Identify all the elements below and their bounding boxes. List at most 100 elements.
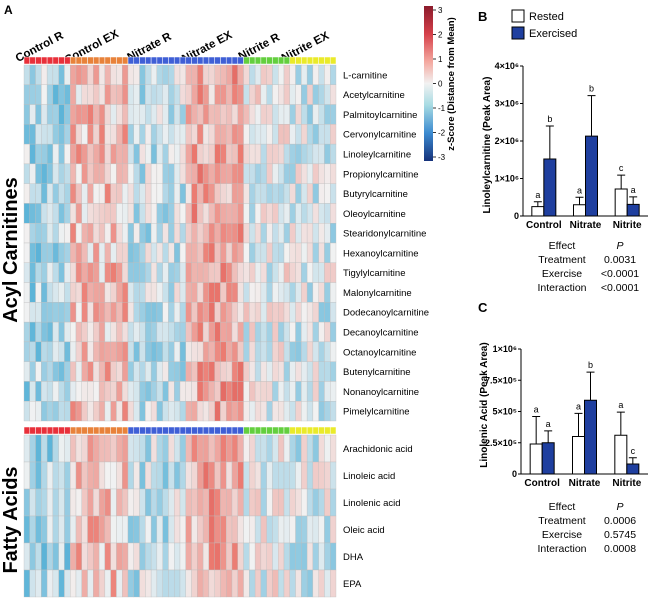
acyl-cell bbox=[179, 223, 186, 244]
acyl-cell bbox=[35, 361, 42, 382]
fa-cell bbox=[98, 515, 106, 544]
strip-cell bbox=[249, 426, 256, 435]
acyl-cell bbox=[278, 223, 285, 244]
acyl-cell bbox=[208, 163, 215, 184]
acyl-cell bbox=[98, 84, 106, 105]
fa-cell bbox=[214, 569, 221, 598]
bar-rested bbox=[614, 434, 628, 475]
acyl-cell bbox=[208, 361, 215, 382]
acyl-cell bbox=[260, 223, 267, 244]
chart-b: Linoleylcarnitine (Peak Area) 01×10⁶2×10… bbox=[482, 61, 648, 231]
fa-cell bbox=[295, 488, 302, 517]
fa-cell bbox=[249, 542, 256, 571]
chart-c: Linolenic Acid (Peak Area) 02.5×10⁵5×10⁵… bbox=[479, 342, 648, 489]
acyl-cell bbox=[243, 401, 250, 422]
acyl-cell bbox=[318, 381, 325, 402]
acyl-cell bbox=[220, 84, 227, 105]
acyl-row-label: Butenylcarnitine bbox=[343, 367, 411, 378]
acyl-cell bbox=[243, 341, 250, 362]
fa-cell bbox=[174, 542, 181, 571]
acyl-cell bbox=[81, 361, 88, 382]
strip-cell bbox=[289, 426, 296, 435]
strip-cell bbox=[231, 426, 239, 435]
acyl-cell bbox=[289, 381, 296, 402]
fa-cell bbox=[110, 542, 117, 571]
acyl-cell bbox=[202, 84, 210, 105]
acyl-cell bbox=[104, 163, 111, 184]
fa-cell bbox=[243, 515, 250, 544]
fa-cell bbox=[220, 434, 227, 463]
acyl-cell bbox=[214, 361, 221, 382]
acyl-cell bbox=[58, 223, 65, 244]
acyl-cell bbox=[64, 163, 71, 184]
acyl-cell bbox=[226, 163, 233, 184]
acyl-cell bbox=[70, 163, 77, 184]
acyl-cell bbox=[220, 223, 227, 244]
acyl-cell bbox=[23, 124, 30, 145]
fa-cell bbox=[122, 461, 129, 490]
acyl-cell bbox=[116, 282, 123, 303]
x-tick-label: Control bbox=[526, 220, 562, 231]
acyl-cell bbox=[46, 64, 54, 85]
acyl-cell bbox=[278, 282, 285, 303]
acyl-cell bbox=[93, 124, 100, 145]
acyl-cell bbox=[81, 183, 88, 204]
fa-cell bbox=[87, 488, 94, 517]
fa-cell bbox=[46, 461, 54, 490]
fa-cell bbox=[87, 461, 94, 490]
fa-cell bbox=[110, 569, 117, 598]
acyl-cell bbox=[81, 401, 88, 422]
strip-cell bbox=[41, 56, 48, 65]
acyl-cell bbox=[156, 282, 163, 303]
strip-cell bbox=[121, 56, 129, 65]
fa-cell bbox=[197, 542, 204, 571]
acyl-cell bbox=[185, 203, 192, 224]
strip-cell bbox=[162, 426, 169, 435]
acyl-cell bbox=[191, 163, 198, 184]
acyl-cell bbox=[208, 203, 215, 224]
strip-cell bbox=[324, 426, 331, 435]
acyl-cell bbox=[174, 302, 181, 323]
acyl-cell bbox=[70, 124, 77, 145]
acyl-cell bbox=[122, 321, 129, 343]
acyl-cell bbox=[70, 302, 77, 323]
acyl-cell bbox=[23, 381, 30, 402]
acyl-cell bbox=[330, 302, 337, 323]
fa-cell bbox=[122, 542, 129, 571]
acyl-cell bbox=[254, 302, 262, 323]
acyl-cell bbox=[197, 84, 204, 105]
acyl-cell bbox=[29, 104, 36, 125]
acyl-cell bbox=[58, 262, 65, 283]
fa-cell bbox=[58, 434, 65, 463]
strip-cell bbox=[52, 426, 59, 435]
acyl-cell bbox=[116, 381, 123, 402]
acyl-cell bbox=[98, 321, 106, 343]
acyl-cell bbox=[330, 242, 337, 263]
acyl-cell bbox=[283, 341, 290, 362]
fa-cell bbox=[179, 542, 186, 571]
stats-header-effect: Effect bbox=[549, 240, 576, 252]
fa-cell bbox=[214, 542, 221, 571]
acyl-cell bbox=[133, 223, 140, 244]
colorbar-tick-label: -2 bbox=[438, 129, 446, 138]
acyl-cell bbox=[249, 183, 256, 204]
acyl-cell bbox=[226, 242, 233, 263]
acyl-cell bbox=[116, 302, 123, 323]
acyl-cell bbox=[58, 143, 65, 165]
fa-cell bbox=[104, 569, 111, 598]
fa-cell bbox=[133, 515, 140, 544]
acyl-cell bbox=[272, 104, 279, 125]
fa-cell bbox=[306, 488, 314, 517]
acyl-cell bbox=[145, 203, 152, 224]
acyl-cell bbox=[260, 64, 267, 85]
acyl-cell bbox=[208, 341, 215, 362]
fa-cell bbox=[87, 515, 94, 544]
acyl-cell bbox=[162, 381, 169, 402]
fa-cell bbox=[133, 569, 140, 598]
acyl-cell bbox=[162, 262, 169, 283]
acyl-cell bbox=[29, 242, 36, 263]
acyl-cell bbox=[116, 242, 123, 263]
fa-cell bbox=[301, 515, 308, 544]
acyl-cell bbox=[272, 361, 279, 382]
acyl-cell bbox=[168, 401, 175, 422]
